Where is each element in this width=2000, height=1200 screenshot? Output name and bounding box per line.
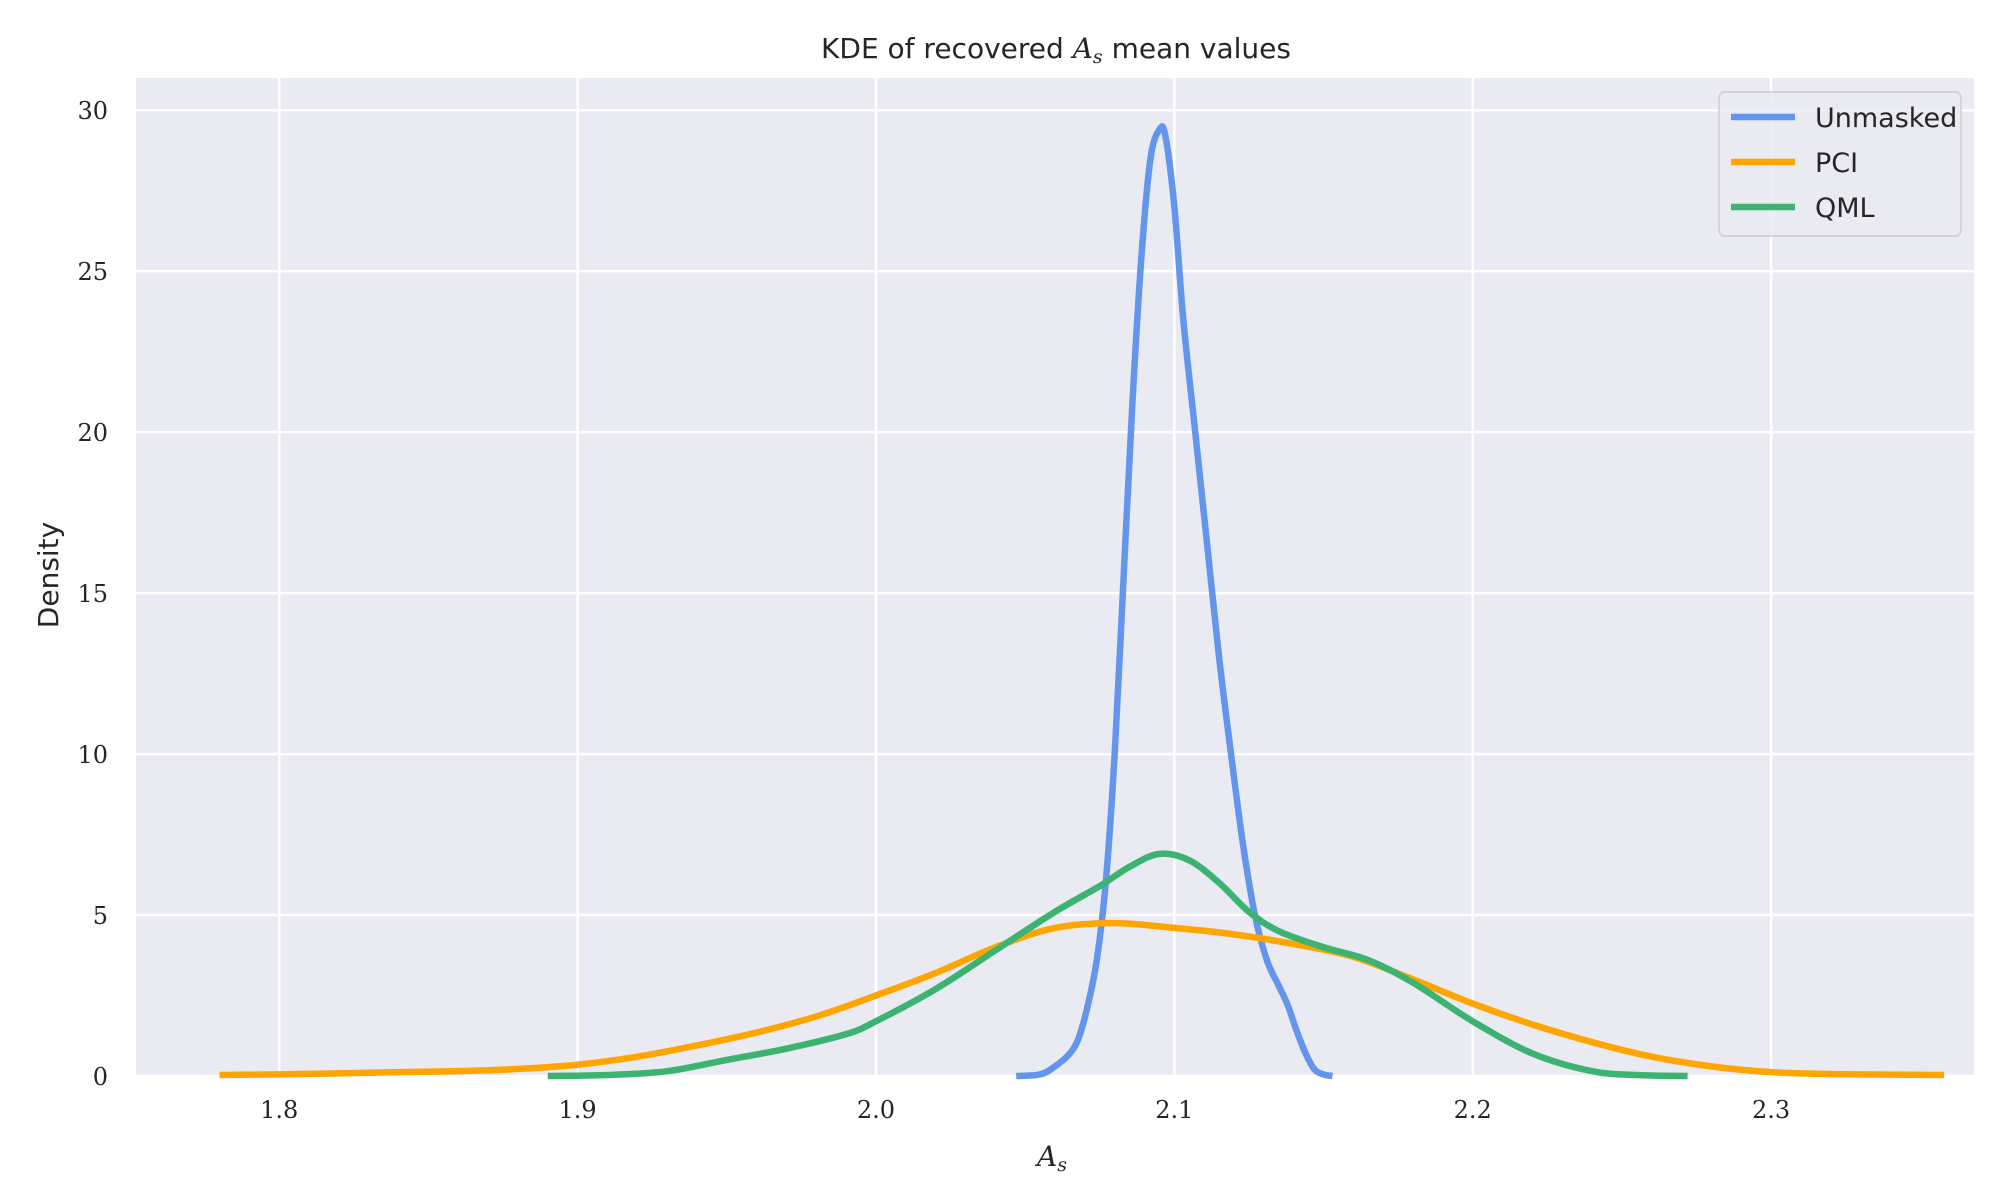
series-line-unmasked (1015, 123, 1334, 1080)
series-line-qml (547, 850, 1688, 1080)
legend: Unmasked PCI QML (1718, 91, 1962, 237)
y-tick-label: 25 (77, 258, 108, 286)
y-tick-label: 10 (77, 741, 108, 769)
xlabel-symbol: A (1034, 1140, 1057, 1173)
x-tick-label: 2.3 (1752, 1096, 1790, 1124)
x-tick-labels: 1.8 1.9 2.0 2.1 2.2 2.3 (260, 1096, 1790, 1124)
y-tick-labels: 0 5 10 15 20 25 30 (77, 97, 108, 1091)
legend-label-qml: QML (1815, 193, 1875, 224)
legend-label-unmasked: Unmasked (1815, 103, 1957, 134)
xlabel-subscript: s (1057, 1154, 1067, 1176)
y-tick-label: 5 (93, 902, 108, 930)
x-axis-label: As (1034, 1140, 1067, 1176)
y-axis-label: Density (32, 522, 65, 628)
x-tick-label: 2.1 (1155, 1096, 1193, 1124)
chart-title: KDE of recovered As mean values (821, 32, 1291, 68)
x-tick-label: 1.8 (260, 1096, 298, 1124)
series-line-pci (219, 919, 1945, 1079)
legend-box (1718, 91, 1962, 237)
series-lines (219, 123, 1945, 1080)
title-symbol: A (1070, 32, 1093, 65)
title-prefix: KDE of recovered (821, 32, 1073, 65)
title-suffix: mean values (1103, 32, 1291, 65)
legend-label-pci: PCI (1815, 148, 1858, 179)
y-tick-label: 0 (93, 1063, 108, 1091)
title-subscript: s (1093, 46, 1103, 68)
x-tick-label: 1.9 (559, 1096, 597, 1124)
y-tick-label: 20 (77, 419, 108, 447)
y-tick-label: 30 (77, 97, 108, 125)
y-tick-label: 15 (77, 580, 108, 608)
x-tick-label: 2.2 (1454, 1096, 1492, 1124)
x-tick-label: 2.0 (857, 1096, 895, 1124)
